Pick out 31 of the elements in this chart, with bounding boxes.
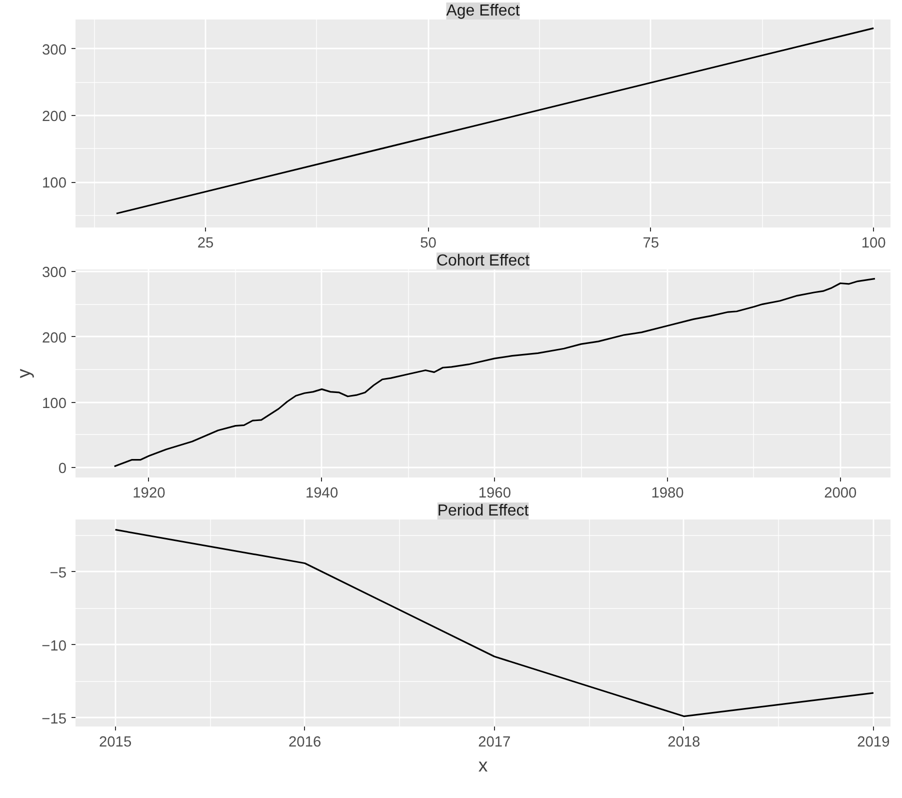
y-tick-label: 300 bbox=[42, 42, 67, 58]
x-axis-title: x bbox=[478, 754, 488, 776]
x-tick-label: 1920 bbox=[132, 486, 166, 502]
y-tick-label: 0 bbox=[58, 461, 67, 478]
y-axis-title: y bbox=[13, 368, 34, 378]
x-tick-label: 2016 bbox=[288, 734, 322, 750]
line-series bbox=[114, 528, 874, 718]
x-tick-label: 50 bbox=[420, 236, 436, 252]
line-series bbox=[114, 278, 876, 468]
chart-title: Cohort Effect bbox=[436, 252, 530, 270]
x-tick-label: 100 bbox=[861, 236, 886, 252]
y-tick-label: 100 bbox=[42, 396, 67, 412]
chart-title: Period Effect bbox=[437, 502, 530, 520]
y-tick-label: 200 bbox=[42, 109, 67, 125]
y-tick-label: 100 bbox=[42, 176, 67, 192]
y-tick-label: 200 bbox=[42, 330, 67, 346]
x-tick-label: 1960 bbox=[478, 486, 511, 502]
x-tick-label: 2017 bbox=[478, 734, 511, 750]
y-tick-label: 300 bbox=[42, 264, 67, 281]
x-tick-label: 2015 bbox=[99, 734, 132, 750]
x-tick-label: 2019 bbox=[857, 734, 890, 750]
y-tick-label: −15 bbox=[42, 711, 67, 728]
chart-title: Age Effect bbox=[446, 2, 520, 20]
x-tick-label: 75 bbox=[642, 236, 660, 252]
x-tick-label: 1940 bbox=[306, 486, 338, 502]
x-tick-label: 25 bbox=[197, 236, 214, 252]
y-tick-label: −5 bbox=[50, 565, 67, 582]
y-tick-label: −10 bbox=[42, 638, 67, 654]
x-tick-label: 1980 bbox=[651, 486, 684, 502]
x-tick-label: 2018 bbox=[668, 734, 700, 750]
x-tick-label: 2000 bbox=[824, 486, 857, 502]
